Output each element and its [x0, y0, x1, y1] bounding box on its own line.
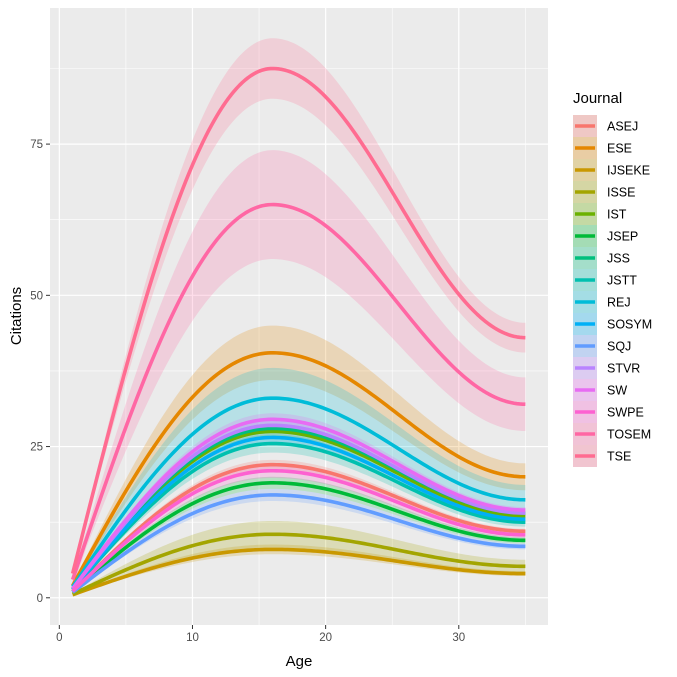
x-axis-title: Age [286, 653, 313, 670]
legend-label: IJSEKE [607, 164, 650, 178]
line-swpe [71, 468, 526, 593]
legend-label: ASEJ [607, 120, 638, 134]
band-jstt [72, 434, 526, 592]
legend-title: Journal [573, 90, 622, 107]
line-stvr [71, 423, 526, 590]
legend-label: IST [607, 208, 627, 222]
band-tse [72, 38, 526, 579]
legend: Journal ASEJ ESE IJSEKE ISSE IST JSEP JSS JSTT R… [573, 90, 652, 467]
line-sqj [71, 493, 526, 594]
legend-label: JSS [607, 252, 630, 266]
y-tick-label: 0 [37, 593, 43, 605]
y-axis-title: Citations [8, 287, 25, 345]
band-ijseke [72, 544, 526, 596]
legend-label: JSEP [607, 230, 638, 244]
y-tick-label: 50 [30, 290, 43, 302]
legend-key-jss [573, 247, 597, 269]
x-tick-label: 10 [186, 632, 199, 644]
line-jsep [71, 481, 526, 594]
x-axis-ticks: 0 10 20 30 [56, 625, 465, 644]
legend-label: ISSE [607, 186, 636, 200]
x-tick-label: 30 [452, 632, 465, 644]
band-ese [72, 325, 526, 590]
legend-key-asej [573, 115, 597, 137]
band-isse [72, 520, 526, 597]
band-tosem [72, 150, 526, 588]
legend-label: SQJ [607, 340, 631, 354]
line-tosem [70, 202, 526, 581]
y-tick-label: 25 [30, 442, 43, 454]
legend-label: SWPE [607, 406, 644, 420]
line-sosym [71, 435, 526, 591]
series-lines [70, 66, 526, 597]
legend-label: TSE [607, 450, 631, 464]
legend-key-ijseke [573, 159, 597, 181]
line-ijseke [72, 547, 526, 597]
y-tick-label: 75 [30, 139, 43, 151]
legend-label: SW [607, 384, 627, 398]
legend-label: STVR [607, 362, 640, 376]
legend-label: JSTT [607, 274, 637, 288]
legend-label: ESE [607, 142, 632, 156]
line-rej [71, 396, 526, 588]
legend-key-tosem [573, 423, 597, 445]
legend-label: TOSEM [607, 428, 651, 442]
legend-key-rej [573, 291, 597, 313]
line-sw [71, 417, 526, 590]
minor-gridlines [50, 8, 548, 625]
line-tse [70, 66, 526, 575]
x-tick-label: 20 [319, 632, 332, 644]
legend-key-tse [573, 445, 597, 467]
line-jstt [71, 441, 526, 592]
legend-key-jstt [573, 269, 597, 291]
legend-key-jsep [573, 225, 597, 247]
band-rej [72, 367, 526, 592]
legend-key-stvr [573, 357, 597, 379]
line-ese [71, 351, 526, 587]
line-isse [71, 532, 526, 596]
legend-label: SOSYM [607, 318, 652, 332]
legend-key-ist [573, 203, 597, 225]
legend-key-sqj [573, 335, 597, 357]
x-tick-label: 0 [56, 632, 62, 644]
legend-key-isse [573, 181, 597, 203]
legend-key-sw [573, 379, 597, 401]
legend-key-sosym [573, 313, 597, 335]
legend-key-ese [573, 137, 597, 159]
legend-key-swpe [573, 401, 597, 423]
y-axis-ticks: 0 25 50 75 [30, 139, 50, 605]
line-asej [71, 462, 526, 594]
legend-label: REJ [607, 296, 631, 310]
